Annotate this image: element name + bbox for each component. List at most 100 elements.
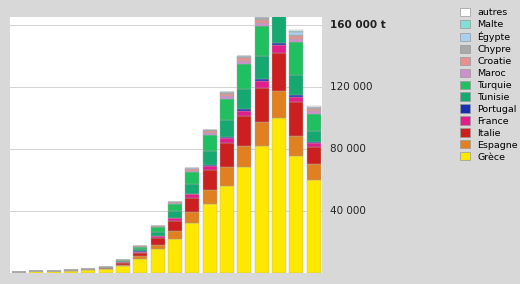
Bar — [203, 166, 217, 170]
Bar — [290, 32, 303, 35]
Bar — [116, 260, 130, 261]
Bar — [151, 226, 165, 227]
Bar — [220, 167, 234, 186]
Bar — [238, 116, 251, 146]
Bar — [307, 114, 321, 131]
Bar — [238, 111, 251, 116]
Legend: autres, Malte, Égypte, Chypre, Croatie, Maroc, Turquie, Tunisie, Portugal, Franc: autres, Malte, Égypte, Chypre, Croatie, … — [460, 7, 519, 162]
Bar — [186, 223, 199, 273]
Bar — [290, 136, 303, 156]
Bar — [255, 56, 269, 80]
Bar — [290, 39, 303, 42]
Bar — [238, 57, 251, 58]
Bar — [30, 272, 43, 273]
Bar — [116, 266, 130, 273]
Bar — [134, 247, 147, 249]
Bar — [64, 270, 78, 271]
Bar — [272, 0, 286, 16]
Bar — [99, 268, 113, 269]
Bar — [255, 146, 269, 273]
Bar — [307, 147, 321, 164]
Bar — [255, 80, 269, 81]
Bar — [186, 197, 199, 212]
Bar — [99, 267, 113, 268]
Bar — [116, 265, 130, 266]
Bar — [220, 94, 234, 96]
Bar — [255, 81, 269, 87]
Bar — [307, 107, 321, 108]
Bar — [307, 180, 321, 273]
Bar — [151, 249, 165, 273]
Bar — [186, 195, 199, 197]
Bar — [64, 271, 78, 273]
Bar — [307, 131, 321, 142]
Bar — [238, 64, 251, 89]
Bar — [307, 164, 321, 180]
Bar — [290, 36, 303, 39]
Bar — [12, 272, 26, 273]
Bar — [134, 252, 147, 256]
Bar — [186, 212, 199, 223]
Bar — [307, 142, 321, 143]
Bar — [255, 26, 269, 56]
Bar — [203, 190, 217, 204]
Bar — [307, 143, 321, 147]
Bar — [238, 89, 251, 109]
Bar — [203, 133, 217, 135]
Bar — [272, 16, 286, 43]
Bar — [203, 130, 217, 131]
Bar — [290, 95, 303, 97]
Bar — [238, 58, 251, 60]
Bar — [168, 202, 182, 203]
Bar — [168, 231, 182, 239]
Bar — [116, 261, 130, 262]
Bar — [238, 146, 251, 167]
Text: 80 000: 80 000 — [330, 144, 366, 154]
Bar — [255, 20, 269, 23]
Bar — [186, 184, 199, 194]
Bar — [272, 91, 286, 118]
Bar — [116, 262, 130, 263]
Bar — [186, 169, 199, 171]
Bar — [203, 131, 217, 133]
Bar — [272, 53, 286, 91]
Bar — [290, 97, 303, 102]
Bar — [290, 35, 303, 36]
Bar — [307, 111, 321, 114]
Bar — [151, 245, 165, 249]
Bar — [203, 170, 217, 190]
Bar — [307, 109, 321, 111]
Bar — [272, 118, 286, 273]
Bar — [82, 269, 95, 270]
Bar — [186, 172, 199, 184]
Bar — [220, 137, 234, 138]
Bar — [290, 75, 303, 95]
Bar — [151, 238, 165, 245]
Bar — [116, 263, 130, 265]
Bar — [272, 45, 286, 53]
Bar — [238, 109, 251, 111]
Bar — [220, 143, 234, 167]
Bar — [82, 270, 95, 273]
Text: 40 000: 40 000 — [330, 206, 366, 216]
Bar — [255, 23, 269, 26]
Bar — [255, 17, 269, 18]
Bar — [168, 203, 182, 204]
Bar — [186, 194, 199, 195]
Bar — [151, 236, 165, 238]
Bar — [203, 204, 217, 273]
Bar — [255, 87, 269, 122]
Bar — [47, 271, 61, 273]
Bar — [220, 96, 234, 99]
Bar — [255, 18, 269, 20]
Bar — [255, 122, 269, 146]
Bar — [238, 167, 251, 273]
Bar — [168, 204, 182, 211]
Bar — [220, 186, 234, 273]
Bar — [134, 259, 147, 273]
Bar — [168, 211, 182, 218]
Bar — [134, 249, 147, 251]
Bar — [186, 168, 199, 169]
Bar — [307, 106, 321, 107]
Bar — [307, 108, 321, 109]
